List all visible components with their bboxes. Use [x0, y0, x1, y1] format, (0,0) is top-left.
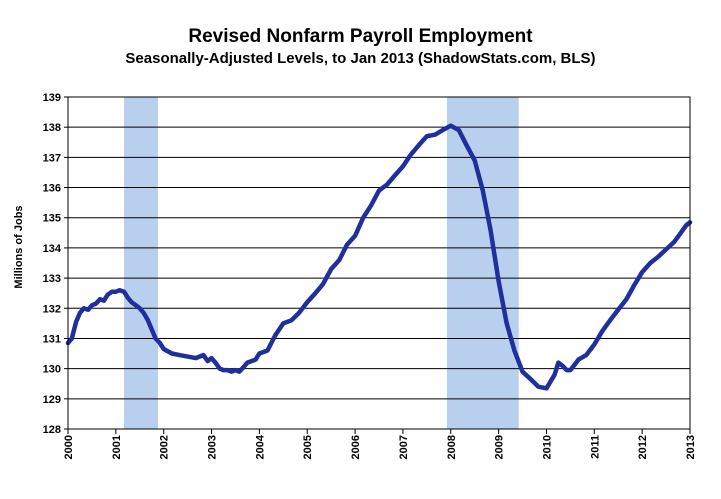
- x-tick-label: 2003: [207, 435, 219, 459]
- y-tick-label: 132: [43, 303, 61, 315]
- y-tick-label: 131: [43, 333, 61, 345]
- x-axis-ticks: 2000 2001 2002 2003 2004 2005 2006 2007 2008 2009…: [63, 429, 697, 459]
- x-tick-label: 2001: [111, 435, 123, 459]
- x-tick-label: 2006: [350, 435, 362, 459]
- recession-band-2: [446, 97, 519, 429]
- x-tick-label: 2002: [159, 435, 171, 459]
- x-tick-label: 2004: [254, 434, 266, 459]
- plot-border: [67, 96, 691, 430]
- y-tick-label: 128: [43, 424, 61, 436]
- x-tick-label: 2000: [63, 435, 75, 459]
- chart-subtitle: Seasonally-Adjusted Levels, to Jan 2013 …: [125, 50, 596, 67]
- x-tick-label: 2013: [685, 435, 697, 459]
- y-tick-label: 135: [43, 213, 61, 225]
- x-tick-label: 2007: [398, 435, 410, 459]
- y-tick-label: 139: [43, 92, 61, 104]
- x-tick-label: 2008: [446, 435, 458, 459]
- y-tick-label: 133: [43, 273, 61, 285]
- y-tick-label: 134: [43, 243, 62, 255]
- y-tick-label: 136: [43, 183, 61, 195]
- y-tick-label: 138: [43, 122, 61, 134]
- x-tick-label: 2005: [302, 435, 314, 459]
- x-tick-label: 2012: [637, 435, 649, 459]
- plot-frame: [67, 96, 691, 430]
- y-tick-label: 130: [43, 364, 61, 376]
- recession-band-1: [123, 97, 158, 429]
- x-tick-label: 2011: [589, 435, 601, 459]
- x-tick-label: 2009: [494, 435, 506, 459]
- series-line-1: [65, 123, 693, 391]
- series-line-group: [65, 123, 693, 391]
- chart-title: Revised Nonfarm Payroll Employment: [188, 26, 533, 47]
- y-axis-ticks: 128 129 130 131 132 133 134 135 136 137 138 139: [43, 92, 68, 436]
- y-axis-label: Millions of Jobs: [13, 205, 25, 288]
- gridlines: [68, 96, 690, 430]
- y-tick-label: 129: [43, 394, 61, 406]
- x-tick-label: 2010: [541, 435, 553, 459]
- y-tick-label: 137: [43, 152, 61, 164]
- recession-bands: [123, 97, 519, 429]
